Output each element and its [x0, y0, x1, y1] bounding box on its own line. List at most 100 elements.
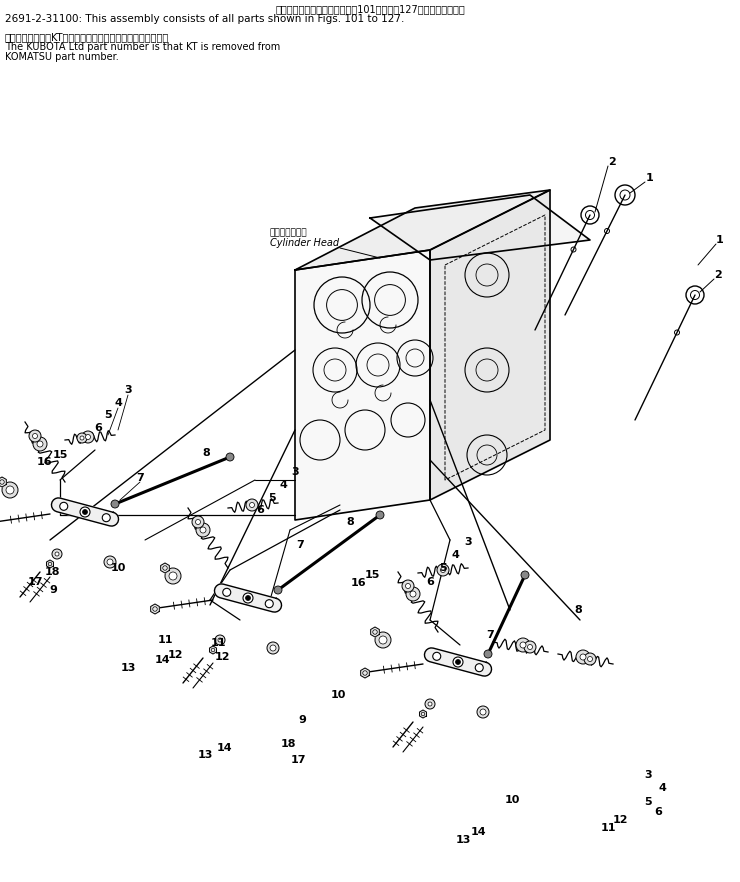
- Text: 2691-2-31100: This assembly consists of all parts shown in Figs. 101 to 127.: 2691-2-31100: This assembly consists of …: [5, 14, 404, 24]
- Circle shape: [60, 503, 68, 511]
- Polygon shape: [47, 560, 53, 568]
- Circle shape: [169, 572, 177, 580]
- Text: 18: 18: [280, 739, 296, 749]
- Circle shape: [249, 503, 255, 507]
- Text: 1: 1: [716, 235, 724, 245]
- Circle shape: [588, 656, 593, 662]
- Text: 4: 4: [114, 398, 122, 408]
- Circle shape: [453, 657, 463, 667]
- Text: 17: 17: [290, 755, 306, 765]
- Polygon shape: [430, 190, 550, 500]
- Circle shape: [226, 453, 234, 461]
- Text: 6: 6: [654, 807, 662, 817]
- Circle shape: [580, 654, 586, 660]
- Polygon shape: [215, 584, 281, 612]
- Circle shape: [267, 642, 279, 654]
- Polygon shape: [161, 563, 169, 573]
- Text: 13: 13: [121, 663, 135, 673]
- Circle shape: [376, 511, 384, 519]
- Text: The KUBOTA Ltd part number is that KT is removed from: The KUBOTA Ltd part number is that KT is…: [5, 42, 280, 52]
- Circle shape: [516, 638, 530, 652]
- Text: 10: 10: [330, 690, 346, 700]
- Circle shape: [192, 516, 204, 528]
- Circle shape: [521, 571, 529, 579]
- Text: 15: 15: [53, 450, 67, 460]
- Text: 13: 13: [198, 750, 212, 760]
- Text: 6: 6: [94, 423, 102, 433]
- Text: 12: 12: [167, 650, 183, 660]
- Polygon shape: [209, 646, 217, 654]
- Text: 6: 6: [256, 505, 264, 515]
- Text: 10: 10: [110, 563, 126, 573]
- Text: 5: 5: [104, 410, 112, 420]
- Text: 9: 9: [298, 715, 306, 725]
- Polygon shape: [420, 710, 426, 718]
- Circle shape: [524, 641, 536, 653]
- Text: 3: 3: [645, 770, 652, 780]
- Text: 11: 11: [158, 635, 172, 645]
- Circle shape: [584, 653, 596, 665]
- Text: 16: 16: [350, 578, 366, 588]
- Text: 9: 9: [49, 585, 57, 595]
- Circle shape: [165, 568, 181, 584]
- Circle shape: [200, 527, 206, 533]
- Circle shape: [475, 663, 483, 672]
- Polygon shape: [370, 195, 590, 260]
- Circle shape: [528, 645, 533, 649]
- Circle shape: [33, 433, 38, 438]
- Text: 8: 8: [346, 517, 354, 527]
- Circle shape: [406, 587, 420, 601]
- Text: 5: 5: [268, 493, 276, 503]
- Circle shape: [55, 552, 59, 556]
- Text: Cylinder Head: Cylinder Head: [270, 238, 339, 248]
- Circle shape: [77, 433, 87, 443]
- Circle shape: [484, 650, 492, 658]
- Circle shape: [223, 588, 231, 596]
- Circle shape: [243, 593, 253, 603]
- Text: シリンダヘッド: シリンダヘッド: [270, 228, 308, 237]
- Text: 2: 2: [608, 157, 616, 167]
- Circle shape: [265, 600, 273, 608]
- Circle shape: [86, 435, 90, 439]
- Circle shape: [104, 556, 116, 568]
- Text: 17: 17: [27, 577, 43, 587]
- Circle shape: [425, 699, 435, 709]
- Circle shape: [196, 523, 210, 537]
- Circle shape: [82, 510, 87, 514]
- Circle shape: [111, 500, 119, 508]
- Text: 5: 5: [439, 563, 447, 573]
- Circle shape: [80, 436, 84, 440]
- Circle shape: [33, 437, 47, 451]
- Text: 12: 12: [612, 815, 628, 825]
- Text: 10: 10: [505, 795, 519, 805]
- Circle shape: [82, 431, 94, 443]
- Text: 7: 7: [296, 540, 304, 550]
- Circle shape: [410, 591, 416, 597]
- Text: 11: 11: [210, 638, 226, 648]
- Text: 1: 1: [646, 173, 654, 183]
- Polygon shape: [295, 190, 550, 270]
- Circle shape: [379, 636, 387, 644]
- Text: 18: 18: [44, 567, 60, 577]
- Circle shape: [102, 513, 110, 521]
- Polygon shape: [151, 604, 159, 614]
- Text: 11: 11: [600, 823, 616, 833]
- Text: 4: 4: [658, 783, 666, 793]
- Text: 4: 4: [451, 550, 459, 560]
- Circle shape: [576, 650, 590, 664]
- Circle shape: [246, 595, 251, 601]
- Text: このアセンブリの構成部品は第101図から第127図まで含みます．: このアセンブリの構成部品は第101図から第127図まで含みます．: [275, 4, 465, 14]
- Circle shape: [520, 642, 526, 648]
- Circle shape: [6, 486, 14, 494]
- Polygon shape: [0, 477, 7, 487]
- Circle shape: [477, 706, 489, 718]
- Text: 14: 14: [217, 743, 233, 753]
- Text: 14: 14: [154, 655, 169, 665]
- Text: 品番のメーカ記号KTを除いたものが久保田鉄工の品番です．: 品番のメーカ記号KTを除いたものが久保田鉄工の品番です．: [5, 32, 169, 42]
- Polygon shape: [295, 250, 430, 520]
- Text: 7: 7: [486, 630, 494, 640]
- Circle shape: [274, 586, 282, 594]
- Text: 15: 15: [364, 570, 380, 580]
- Circle shape: [215, 635, 225, 645]
- Circle shape: [52, 549, 62, 559]
